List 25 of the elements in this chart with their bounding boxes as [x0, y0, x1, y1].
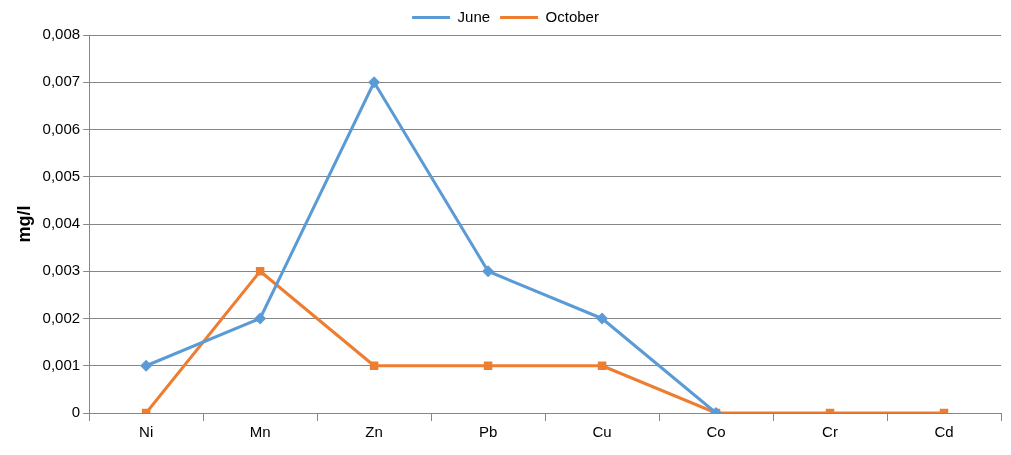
y-tick-label: 0,007 [42, 72, 81, 90]
x-tick-label: Zn [365, 423, 383, 441]
y-tick-label: 0,008 [42, 25, 81, 43]
x-tick-label: Cd [934, 423, 954, 441]
x-tick-label: Mn [249, 423, 271, 441]
point [482, 265, 495, 278]
point [140, 359, 153, 372]
x-tick-label: Pb [478, 423, 498, 441]
y-tick-label: 0,004 [42, 214, 81, 232]
y-axis-title: mg/l [13, 205, 34, 243]
y-tick-label: 0,006 [42, 119, 81, 137]
y-tick-label: 0,002 [42, 308, 81, 326]
x-tick-label: Cr [822, 423, 838, 441]
point [254, 312, 267, 325]
x-tick-label: Cu [592, 423, 612, 441]
x-tick-label: Co [706, 423, 726, 441]
legend-label: October [545, 7, 599, 25]
legend-label: June [457, 7, 491, 25]
y-tick-label: 0 [71, 403, 81, 421]
point [596, 312, 609, 325]
point [368, 76, 381, 89]
y-tick-label: 0,001 [42, 355, 81, 373]
x-tick-label: Ni [139, 423, 154, 441]
y-tick-label: 0,005 [42, 166, 81, 184]
y-tick-label: 0,003 [42, 261, 81, 279]
